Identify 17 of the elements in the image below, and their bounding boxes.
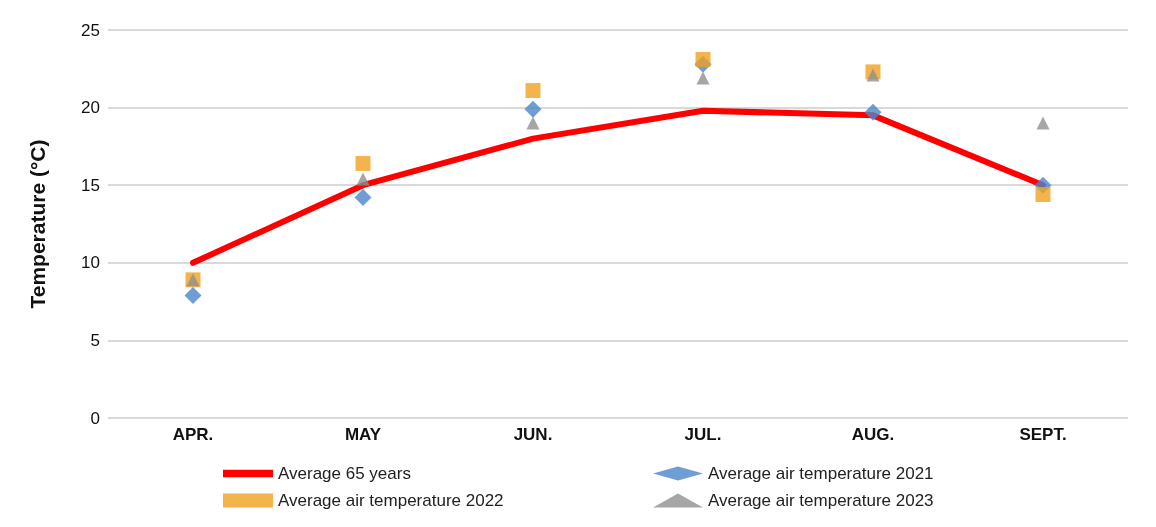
x-tick-label: JUN. [513, 425, 553, 444]
y-tick-label: 0 [90, 408, 100, 428]
y-tick-label: 25 [81, 20, 100, 40]
legend-label: Average air temperature 2023 [708, 491, 934, 510]
x-tick-label: MAY [344, 425, 382, 444]
legend-label: Average air temperature 2022 [278, 491, 504, 510]
y-axis-title: Temperature (°C) [26, 139, 49, 309]
x-tick-label: AUG. [851, 425, 895, 444]
x-tick-label: JUL. [684, 425, 722, 444]
y-tick-label: 15 [81, 175, 100, 195]
legend-label: Average air temperature 2021 [708, 464, 934, 483]
legend-label: Average 65 years [278, 464, 411, 483]
x-tick-label: SEPT. [1019, 425, 1067, 444]
y-tick-label: 5 [90, 330, 100, 350]
y-tick-label: 10 [81, 253, 100, 273]
x-tick-label: APR. [172, 425, 214, 444]
y-tick-label: 20 [81, 98, 100, 118]
